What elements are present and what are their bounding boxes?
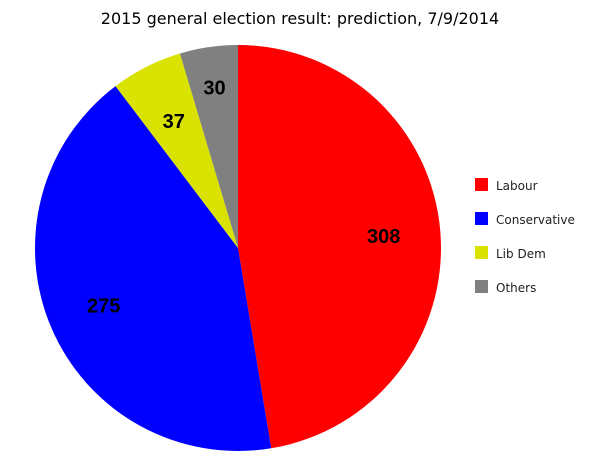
pie-slice-others <box>179 45 238 248</box>
data-label: 275 <box>87 296 120 318</box>
pie-slice-conservative <box>35 86 272 451</box>
legend-swatch <box>475 246 488 259</box>
legend-label: Conservative <box>496 213 575 227</box>
legend-label: Labour <box>496 179 538 193</box>
legend-label: Lib Dem <box>496 247 546 261</box>
legend-label: Others <box>496 281 536 295</box>
legend-swatch <box>475 178 488 191</box>
legend-swatch <box>475 212 488 225</box>
pie-slice-labour <box>238 45 441 449</box>
data-label: 30 <box>203 77 225 99</box>
data-label: 37 <box>163 111 185 133</box>
data-label: 308 <box>367 226 400 248</box>
pie-slice-lib-dem <box>115 53 238 248</box>
legend-swatch <box>475 280 488 293</box>
chart-title: 2015 general election result: prediction… <box>101 9 499 28</box>
